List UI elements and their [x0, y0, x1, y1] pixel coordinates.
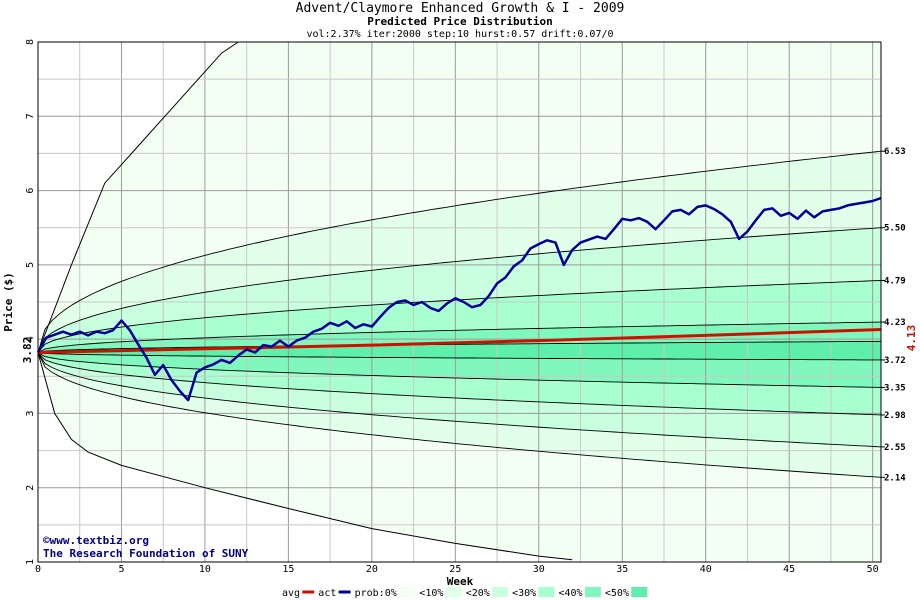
percentile-line [37, 352, 881, 361]
probability-bands [38, 42, 881, 562]
plot-frame [37, 41, 882, 563]
y-tick-label: 7 [25, 113, 36, 119]
x-tick-label: 30 [533, 564, 545, 575]
actual-price-line [36, 196, 882, 402]
legend-band-swatch [399, 587, 416, 597]
percentile-line [37, 352, 882, 448]
legend-band-swatch [584, 587, 601, 597]
x-tick-label: 10 [199, 564, 211, 575]
chart-subtitle: Predicted Price Distribution [367, 15, 552, 28]
x-tick-label: 45 [783, 564, 795, 575]
credit-url: ©www.textbiz.org [43, 534, 149, 547]
band-5 [38, 341, 881, 360]
x-tick-label: 35 [616, 564, 628, 575]
legend-band-swatch [492, 587, 509, 597]
legend-label: <40% [559, 588, 583, 599]
x-tick-label: 5 [118, 564, 124, 575]
legend-label: <30% [512, 588, 536, 599]
y-tick-label: 5 [25, 262, 36, 268]
end-value-label: 5.50 [884, 224, 906, 234]
start-price-label: 3.82 [21, 337, 34, 364]
legend-band-swatch [538, 587, 555, 597]
chart-title: Advent/Claymore Enhanced Growth & I - 20… [296, 1, 625, 16]
end-value-label: 4.79 [884, 276, 906, 286]
y-tick-label: 1 [25, 559, 36, 565]
y-tick-label: 4 [25, 336, 36, 342]
percentile-line [37, 150, 882, 353]
percentile-line [37, 321, 882, 353]
chart-parameters: vol:2.37% iter:2000 step:10 hurst:0.57 d… [306, 29, 613, 40]
y-tick-label: 8 [25, 39, 36, 45]
y-tick-labels: 1 2 3 4 5 6 7 8 [25, 39, 36, 565]
y-tick-label: 3 [25, 410, 36, 416]
percentile-line [37, 352, 882, 388]
legend-label: <50% [605, 588, 629, 599]
legend-label: prob:0% [355, 588, 397, 599]
end-value-label: 4.23 [884, 318, 906, 328]
average-line [37, 328, 882, 354]
end-value-label: 6.53 [884, 147, 906, 157]
x-tick-label: 25 [449, 564, 461, 575]
end-average-label: 4.13 [905, 325, 918, 352]
x-tick-label: 15 [282, 564, 294, 575]
y-tick-label: 2 [25, 485, 36, 491]
end-value-label: 3.72 [884, 356, 906, 366]
percentile-line [37, 352, 882, 478]
outer-lower-line [37, 352, 573, 561]
y-tick-label: 6 [25, 188, 36, 194]
legend-band-swatch [631, 587, 648, 597]
end-value-label: 3.35 [884, 383, 906, 393]
x-tick-label: 0 [35, 564, 41, 575]
x-axis-label: Week [447, 575, 474, 588]
x-tick-labels: 0 5 10 15 20 25 30 35 40 45 50 [35, 564, 879, 575]
right-value-labels: 6.53 5.50 4.79 4.23 3.72 3.35 2.98 2.55 2.14 [881, 147, 906, 483]
legend-label: act [318, 588, 336, 599]
x-tick-label: 50 [867, 564, 879, 575]
x-tick-label: 40 [700, 564, 712, 575]
legend-band-swatch [445, 587, 462, 597]
end-value-label: 2.55 [884, 443, 906, 453]
percentile-line [37, 340, 881, 353]
credit-organization: The Research Foundation of SUNY [43, 547, 249, 560]
legend-label: <10% [419, 588, 443, 599]
legend: avg act prob:0% <10% <20% <30% <40% <50% [282, 587, 648, 599]
outer-upper-line [37, 41, 239, 353]
end-value-label: 2.98 [884, 411, 906, 421]
legend-label: avg [282, 588, 300, 599]
x-tick-label: 20 [366, 564, 378, 575]
percentile-line [37, 352, 882, 416]
end-value-label: 2.14 [884, 473, 906, 483]
y-axis-label: Price ($) [2, 272, 15, 332]
legend-label: <20% [466, 588, 490, 599]
